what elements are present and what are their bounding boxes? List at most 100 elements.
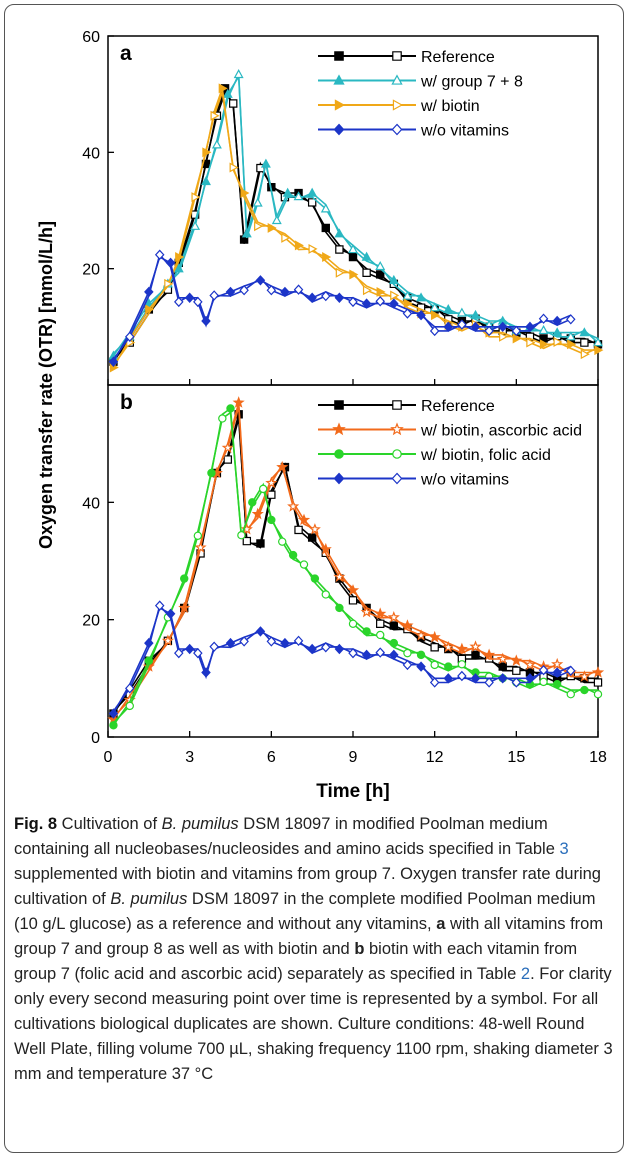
data-point (193, 531, 203, 540)
caption-text: biotin with each vitamin from group 7 (f… (14, 940, 578, 983)
data-point (239, 285, 249, 296)
data-point (254, 221, 264, 232)
data-point (496, 652, 509, 665)
data-point (402, 308, 413, 319)
data-point (376, 630, 385, 640)
data-point (375, 260, 386, 271)
data-point (390, 290, 400, 301)
data-point (210, 110, 220, 121)
data-point (457, 670, 467, 682)
data-point (483, 648, 496, 661)
caption-label: Fig. 8 (14, 815, 58, 833)
data-point (553, 337, 563, 347)
y-tick-label: 40 (82, 145, 100, 162)
data-point (456, 307, 467, 317)
data-point (348, 619, 358, 628)
data-point (538, 664, 549, 676)
series-4 (108, 249, 576, 367)
data-point (193, 296, 203, 308)
data-point (469, 640, 482, 652)
data-point (348, 296, 358, 308)
data-point (161, 634, 174, 646)
data-point (402, 290, 413, 300)
data-point (335, 603, 344, 613)
data-point (108, 356, 119, 367)
caption-table-ref[interactable]: 3 (559, 840, 569, 858)
data-point (470, 309, 481, 319)
legend-marker-open (392, 449, 402, 459)
data-point (442, 640, 455, 653)
y-tick-label: 20 (82, 613, 100, 630)
data-point (578, 670, 591, 682)
data-point (348, 596, 358, 605)
data-point (538, 324, 549, 335)
data-point (484, 325, 494, 337)
data-point (333, 570, 346, 583)
data-point (567, 339, 577, 350)
series-line (112, 406, 599, 718)
data-point (209, 290, 219, 301)
series-2 (108, 69, 603, 360)
data-point (229, 99, 238, 108)
data-point (346, 584, 360, 596)
data-point (221, 441, 234, 453)
data-point (125, 331, 135, 342)
x-tick-label: 0 (104, 749, 113, 766)
data-point (255, 626, 266, 637)
y-tick-label: 20 (82, 262, 100, 279)
data-point (376, 270, 385, 279)
legend-marker-open (390, 422, 404, 436)
x-axis-label: Time [h] (316, 781, 390, 802)
caption-table-ref[interactable]: 2 (520, 965, 531, 983)
data-point (293, 635, 304, 647)
legend-marker-filled (334, 51, 344, 61)
series-line (112, 74, 599, 357)
data-point (108, 708, 119, 719)
data-point (511, 677, 522, 688)
data-point (387, 611, 400, 623)
legend-marker-open (391, 74, 403, 85)
x-tick-label: 6 (267, 749, 276, 766)
data-point (266, 285, 277, 296)
data-point (223, 455, 232, 464)
data-point (499, 331, 509, 342)
data-point (580, 349, 590, 360)
legend-item: Reference (318, 398, 495, 415)
data-point (457, 660, 467, 669)
legend-marker-open (391, 472, 403, 485)
data-point (580, 338, 589, 347)
data-point (265, 476, 278, 489)
data-point (281, 232, 291, 243)
caption-species: B. pumilus (110, 890, 188, 908)
legend-item: w/ biotin, ascorbic acid (318, 422, 582, 440)
data-point (239, 636, 249, 647)
figure-frame (4, 4, 624, 1153)
data-point (429, 677, 440, 688)
y-tick-label: 60 (82, 29, 100, 46)
data-point (271, 215, 282, 225)
y-tick-label: 0 (91, 730, 100, 747)
caption-panel-a: a (436, 915, 446, 933)
legend-item: w/o vitamins (318, 123, 509, 140)
data-point (455, 642, 468, 655)
legend-marker-filled (333, 74, 345, 85)
data-point (538, 313, 549, 324)
data-point (193, 647, 203, 659)
legend-marker-filled (334, 400, 344, 410)
x-tick-label: 9 (349, 749, 358, 766)
data-point (321, 642, 331, 653)
data-point (293, 191, 304, 201)
data-point (375, 647, 385, 658)
data-point (191, 192, 201, 203)
x-tick-label: 3 (185, 749, 194, 766)
legend-label: w/o vitamins (420, 123, 509, 140)
caption-text: Cultivation of (57, 815, 162, 833)
caption-text: . For clarity only every second measurin… (14, 965, 613, 1083)
panel-b: 0 20 40 0 3 6 9 12 15 18 Time [h] b Reference w/ biot… (82, 384, 607, 802)
legend-marker-filled (332, 422, 346, 436)
data-point (566, 665, 576, 676)
data-point (308, 523, 321, 535)
caption-text: with all vitamins from group 7 and group… (14, 915, 604, 958)
legend-label: w/ biotin, ascorbic acid (420, 423, 582, 440)
data-point (218, 83, 228, 94)
